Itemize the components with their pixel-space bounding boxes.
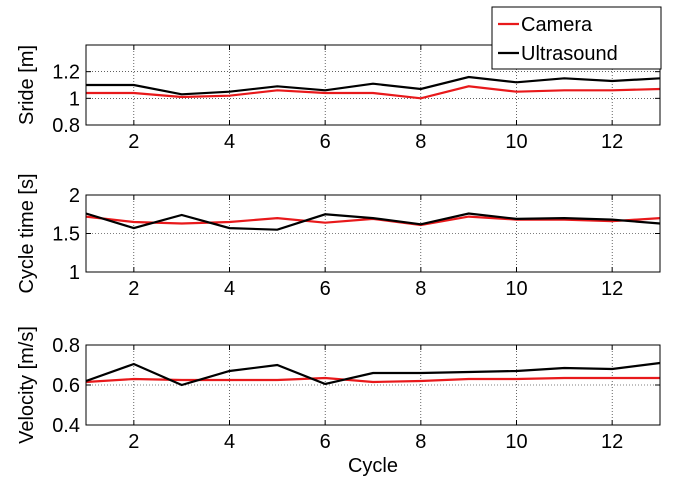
plot-area-2: [86, 195, 660, 272]
x-tick-label: 12: [601, 278, 623, 300]
x-tick-label: 2: [128, 278, 139, 300]
x-tick-label: 8: [415, 431, 426, 453]
x-tick-label: 2: [128, 431, 139, 453]
x-tick-label: 4: [224, 431, 235, 453]
series-line-ultrasound-panel-3: [85, 361, 661, 387]
x-tick-label: 6: [320, 131, 331, 153]
y-tick-label: 1.2: [52, 62, 80, 84]
x-tick-label: 8: [415, 131, 426, 153]
y-tick-label: 1: [69, 262, 80, 284]
x-tick-label: 8: [415, 278, 426, 300]
series-line-camera-panel-1: [86, 85, 661, 100]
y-axis-label-3: Velocity [m/s]: [16, 326, 38, 444]
legend-label-ultrasound: Ultrasound: [521, 43, 618, 65]
x-tick-label: 6: [320, 278, 331, 300]
x-tick-label: 4: [224, 278, 235, 300]
x-tick-label: 12: [601, 431, 623, 453]
x-tick-label: 2: [128, 131, 139, 153]
plot-area-3: [86, 345, 660, 425]
x-tick-label: 10: [505, 431, 527, 453]
axes-box-1: [85, 44, 661, 126]
x-tick-label: 12: [601, 131, 623, 153]
y-tick-label: 0.4: [52, 415, 80, 437]
y-axis-label-2: Cycle time [s]: [16, 173, 38, 293]
x-tick-label: 6: [320, 431, 331, 453]
y-tick-label: 2: [69, 185, 80, 207]
x-tick-label: 4: [224, 131, 235, 153]
y-tick-label: 1.5: [52, 224, 80, 246]
x-tick-label: 10: [505, 278, 527, 300]
legend-label-camera: Camera: [521, 14, 593, 36]
x-axis-label: Cycle: [348, 455, 398, 477]
y-tick-label: 0.8: [52, 335, 80, 357]
y-axis-label-1: Sride [m]: [16, 45, 38, 125]
series-line-camera-panel-3: [85, 376, 660, 384]
series-line-ultrasound-panel-2: [85, 212, 661, 231]
legend-box: [491, 6, 662, 70]
y-tick-label: 0.8: [52, 115, 80, 137]
y-tick-label: 0.6: [52, 375, 80, 397]
x-tick-label: 10: [505, 131, 527, 153]
y-tick-label: 1: [69, 88, 80, 110]
series-line-ultrasound-panel-1: [86, 75, 661, 96]
